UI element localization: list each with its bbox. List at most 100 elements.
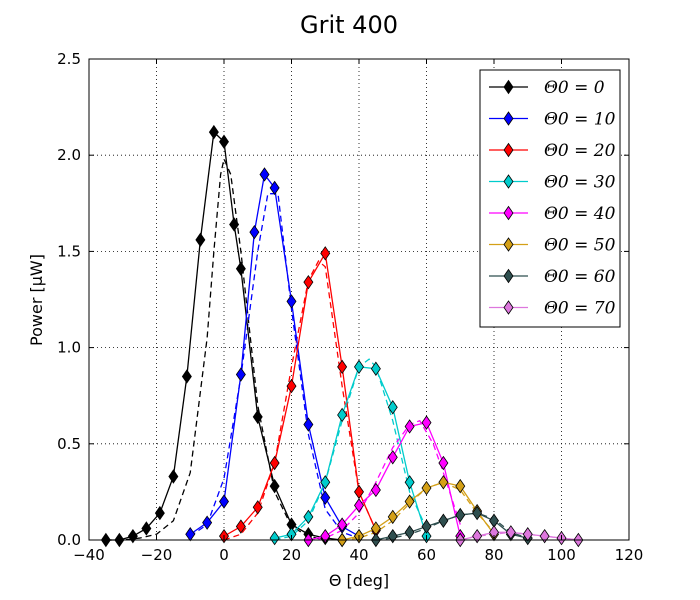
data-point <box>320 490 331 505</box>
legend-marker <box>503 300 514 315</box>
fit-curve <box>105 156 326 541</box>
data-point <box>370 482 381 498</box>
chart-title: Grit 400 <box>300 11 398 39</box>
y-tick-label: 0.0 <box>57 531 81 549</box>
data-point <box>320 528 331 544</box>
data-point <box>269 180 280 196</box>
legend-marker <box>503 268 514 284</box>
fit-curve <box>308 419 461 541</box>
data-point <box>387 450 398 465</box>
data-point <box>438 513 449 528</box>
data-point <box>235 519 246 534</box>
data-point <box>421 415 432 430</box>
series-group <box>455 525 584 548</box>
data-point <box>303 509 314 525</box>
data-point <box>354 484 364 500</box>
data-point <box>286 294 297 309</box>
data-point <box>354 498 364 513</box>
x-tick-label: 60 <box>417 546 436 564</box>
legend-label: Θ0 = 60 <box>544 267 616 287</box>
data-point <box>438 455 449 471</box>
legend-marker <box>503 174 514 189</box>
series-line <box>308 421 461 541</box>
y-tick-label: 2.5 <box>57 50 81 68</box>
data-point <box>269 530 280 546</box>
data-point <box>154 505 165 521</box>
series-line <box>223 251 377 537</box>
data-point <box>337 407 348 423</box>
legend-marker <box>503 79 514 95</box>
legend-marker <box>503 111 514 126</box>
data-point <box>505 525 516 540</box>
data-point <box>337 359 348 375</box>
data-point <box>269 455 280 471</box>
y-tick-label: 2.0 <box>57 146 81 164</box>
fit-curve <box>375 512 528 541</box>
y-tick-label: 1.0 <box>57 339 81 357</box>
data-point <box>320 246 331 261</box>
legend-label: Θ0 = 50 <box>544 236 616 256</box>
data-point <box>219 134 229 149</box>
x-tick-label: 80 <box>484 546 503 564</box>
legend-marker <box>503 142 514 158</box>
legend-label: Θ0 = 70 <box>544 299 616 319</box>
data-point <box>404 419 415 434</box>
data-point <box>195 232 206 248</box>
data-point <box>455 507 466 523</box>
data-point <box>259 167 270 182</box>
x-axis-label: Θ [deg] <box>329 571 389 590</box>
series-group <box>370 505 533 548</box>
data-point <box>438 475 449 490</box>
data-point <box>127 528 138 544</box>
x-tick-label: 40 <box>349 546 368 564</box>
fit-curve <box>189 193 360 539</box>
legend-label: Θ0 = 10 <box>544 110 616 130</box>
legend-label: Θ0 = 30 <box>544 173 616 193</box>
series-line <box>105 130 343 541</box>
data-point <box>472 528 483 544</box>
series-line <box>189 172 360 537</box>
series-group <box>269 359 432 546</box>
legend-label: Θ0 = 20 <box>544 141 616 161</box>
x-tick-label: −20 <box>141 546 173 564</box>
data-point <box>235 367 246 382</box>
y-tick-label: 1.5 <box>57 242 81 260</box>
data-point <box>387 400 398 415</box>
data-point <box>404 494 415 509</box>
legend: Θ0 = 0 Θ0 = 10 Θ0 = 20 Θ0 = 30 Θ0 = 40 Θ0 = 5… <box>479 69 621 328</box>
data-point <box>141 521 152 536</box>
data-point <box>208 124 219 140</box>
data-point <box>337 517 348 532</box>
series-group <box>185 167 364 544</box>
data-point <box>202 515 213 530</box>
data-point <box>421 480 432 496</box>
data-point <box>303 274 314 290</box>
series-line <box>274 366 428 539</box>
data-point <box>539 528 550 544</box>
fit-curve <box>274 358 428 541</box>
data-point <box>472 505 483 521</box>
data-point <box>320 475 331 490</box>
data-point <box>387 509 398 525</box>
data-point <box>286 527 297 542</box>
data-point <box>168 469 179 484</box>
legend-box <box>479 69 621 328</box>
legend-marker <box>503 205 514 221</box>
data-point <box>522 527 533 542</box>
data-series <box>100 124 584 548</box>
data-point <box>354 359 364 375</box>
x-tick-label: 20 <box>282 546 301 564</box>
series-line <box>375 512 528 541</box>
legend-marker <box>503 237 514 252</box>
x-tick-label: 100 <box>547 546 576 564</box>
data-point <box>455 478 466 494</box>
data-point <box>404 525 415 540</box>
data-point <box>404 475 415 490</box>
data-point <box>185 527 196 542</box>
data-point <box>252 500 263 515</box>
data-point <box>286 378 297 394</box>
data-point <box>219 494 229 509</box>
series-line <box>341 481 495 541</box>
x-tick-label: 0 <box>219 546 229 564</box>
